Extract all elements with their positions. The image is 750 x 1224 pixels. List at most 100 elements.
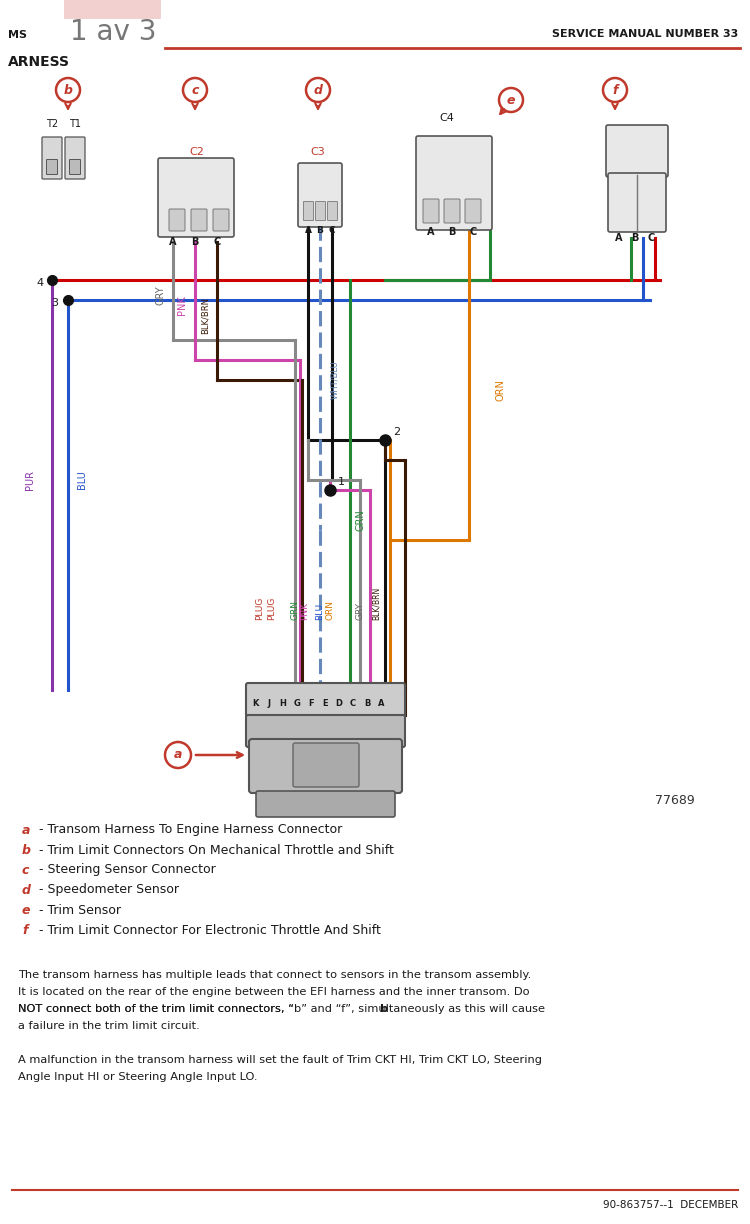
FancyBboxPatch shape <box>65 137 85 179</box>
Text: F: F <box>308 699 314 707</box>
FancyBboxPatch shape <box>42 137 62 179</box>
Text: ORN: ORN <box>495 379 505 401</box>
Text: - Trim Limit Connector For Electronic Throttle And Shift: - Trim Limit Connector For Electronic Th… <box>35 923 381 936</box>
Text: B: B <box>632 233 639 244</box>
FancyBboxPatch shape <box>64 0 161 20</box>
Text: a failure in the trim limit circuit.: a failure in the trim limit circuit. <box>18 1021 200 1031</box>
FancyBboxPatch shape <box>191 209 207 231</box>
Text: A: A <box>170 237 177 247</box>
Text: a: a <box>22 824 31 836</box>
Text: H: H <box>280 699 286 707</box>
FancyBboxPatch shape <box>246 715 405 747</box>
Text: MS: MS <box>8 31 27 40</box>
Text: d: d <box>22 884 31 896</box>
Text: A: A <box>378 699 384 707</box>
FancyBboxPatch shape <box>246 683 405 717</box>
Text: GRN: GRN <box>290 600 299 621</box>
FancyBboxPatch shape <box>256 791 395 816</box>
Text: GRN: GRN <box>355 509 365 531</box>
Text: BLK/BRN: BLK/BRN <box>371 586 380 621</box>
FancyBboxPatch shape <box>213 209 229 231</box>
Text: b: b <box>22 843 31 857</box>
Text: A: A <box>615 233 622 244</box>
Text: e: e <box>22 903 31 917</box>
FancyBboxPatch shape <box>169 209 185 231</box>
Text: a: a <box>174 749 182 761</box>
FancyBboxPatch shape <box>328 202 338 220</box>
Text: G: G <box>293 699 301 707</box>
Text: b: b <box>64 83 73 97</box>
Text: f: f <box>22 923 28 936</box>
FancyBboxPatch shape <box>249 739 402 793</box>
Text: B: B <box>364 699 370 707</box>
FancyBboxPatch shape <box>608 173 666 233</box>
Text: J: J <box>268 699 271 707</box>
Text: D: D <box>335 699 343 707</box>
Text: c: c <box>22 863 29 876</box>
Text: PNK: PNK <box>301 602 310 621</box>
Text: GRY: GRY <box>356 602 364 621</box>
Text: T1: T1 <box>69 119 81 129</box>
Text: PUR: PUR <box>25 470 35 490</box>
Text: PLUG: PLUG <box>256 596 265 621</box>
Text: C5: C5 <box>638 143 652 153</box>
Text: T2: T2 <box>46 119 58 129</box>
Text: A malfunction in the transom harness will set the fault of Trim CKT HI, Trim CKT: A malfunction in the transom harness wil… <box>18 1055 542 1065</box>
Text: K: K <box>252 699 258 707</box>
Text: 4: 4 <box>37 278 44 288</box>
Text: - Transom Harness To Engine Harness Connector: - Transom Harness To Engine Harness Conn… <box>35 824 342 836</box>
Text: - Speedometer Sensor: - Speedometer Sensor <box>35 884 179 896</box>
Text: It is located on the rear of the engine between the EFI harness and the inner tr: It is located on the rear of the engine … <box>18 987 530 998</box>
Text: A: A <box>427 226 435 237</box>
FancyBboxPatch shape <box>158 158 234 237</box>
Text: C3: C3 <box>310 147 326 157</box>
Text: C: C <box>647 233 655 244</box>
Text: BLU: BLU <box>77 470 87 490</box>
Text: B: B <box>191 237 199 247</box>
Text: d: d <box>314 83 322 97</box>
Text: f: f <box>612 83 618 97</box>
Text: C4: C4 <box>440 113 454 122</box>
Text: B: B <box>448 226 456 237</box>
Text: A: A <box>304 225 311 235</box>
Text: 1 av 3: 1 av 3 <box>70 18 156 47</box>
FancyBboxPatch shape <box>416 136 492 230</box>
Text: - Steering Sensor Connector: - Steering Sensor Connector <box>35 863 216 876</box>
Text: C: C <box>350 699 356 707</box>
Text: NOT connect both of the trim limit connectors, “b” and “f”, simultaneously as th: NOT connect both of the trim limit conne… <box>18 1004 545 1013</box>
Text: GRY: GRY <box>155 285 165 305</box>
FancyBboxPatch shape <box>465 200 481 223</box>
Text: C2: C2 <box>190 147 205 157</box>
Text: C: C <box>328 225 335 235</box>
Text: C: C <box>470 226 477 237</box>
Text: BLU: BLU <box>316 603 325 621</box>
Text: 1: 1 <box>338 477 345 487</box>
Text: E: E <box>322 699 328 707</box>
Text: 90-863757--1  DECEMBER: 90-863757--1 DECEMBER <box>603 1200 738 1211</box>
Text: WHT/BLU: WHT/BLU <box>331 361 340 399</box>
FancyBboxPatch shape <box>606 125 668 177</box>
Text: b: b <box>380 1004 388 1013</box>
Text: Angle Input HI or Steering Angle Input LO.: Angle Input HI or Steering Angle Input L… <box>18 1072 257 1082</box>
Text: 3: 3 <box>52 297 58 308</box>
Text: ARNESS: ARNESS <box>8 55 70 69</box>
FancyBboxPatch shape <box>304 202 313 220</box>
Text: PNK: PNK <box>177 295 187 315</box>
Text: c: c <box>191 83 199 97</box>
Text: B: B <box>316 225 323 235</box>
Text: PLUG: PLUG <box>268 596 277 621</box>
FancyBboxPatch shape <box>423 200 439 223</box>
FancyBboxPatch shape <box>46 159 58 175</box>
FancyBboxPatch shape <box>70 159 80 175</box>
FancyBboxPatch shape <box>298 163 342 226</box>
Text: BLK/BRN: BLK/BRN <box>200 296 209 333</box>
FancyBboxPatch shape <box>293 743 359 787</box>
Text: - Trim Sensor: - Trim Sensor <box>35 903 121 917</box>
Text: C: C <box>214 237 220 247</box>
Text: SERVICE MANUAL NUMBER 33: SERVICE MANUAL NUMBER 33 <box>552 29 738 39</box>
Text: - Trim Limit Connectors On Mechanical Throttle and Shift: - Trim Limit Connectors On Mechanical Th… <box>35 843 394 857</box>
FancyBboxPatch shape <box>444 200 460 223</box>
Text: ORN: ORN <box>326 600 334 621</box>
FancyBboxPatch shape <box>316 202 326 220</box>
Text: e: e <box>507 93 515 106</box>
